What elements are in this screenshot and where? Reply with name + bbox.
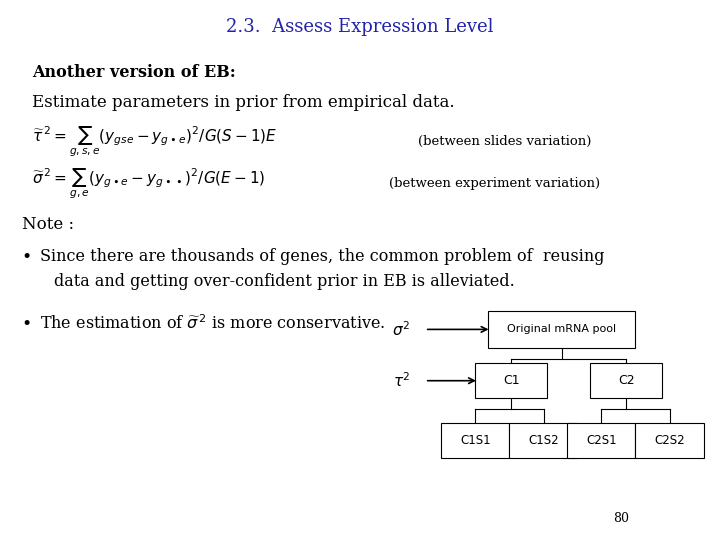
Text: $\widetilde{\sigma}^{\,2} = \sum_{g,e}(y_{g\bullet e} - y_{g\bullet\bullet})^2/G: $\widetilde{\sigma}^{\,2} = \sum_{g,e}(y… xyxy=(32,166,266,201)
Text: Another version of EB:: Another version of EB: xyxy=(32,64,236,82)
Text: •: • xyxy=(22,315,32,333)
Text: $\sigma^2$: $\sigma^2$ xyxy=(392,320,410,339)
Text: 80: 80 xyxy=(613,512,629,525)
Text: Original mRNA pool: Original mRNA pool xyxy=(507,325,616,334)
Text: Estimate parameters in prior from empirical data.: Estimate parameters in prior from empiri… xyxy=(32,94,455,111)
Text: C2S1: C2S1 xyxy=(586,434,616,447)
Text: data and getting over‐confident prior in EB is alleviated.: data and getting over‐confident prior in… xyxy=(54,273,515,291)
FancyBboxPatch shape xyxy=(510,422,577,458)
Text: Note :: Note : xyxy=(22,215,73,233)
Text: (between experiment variation): (between experiment variation) xyxy=(389,177,600,190)
Text: C1: C1 xyxy=(503,374,520,387)
Text: 2.3.  Assess Expression Level: 2.3. Assess Expression Level xyxy=(226,18,494,36)
FancyBboxPatch shape xyxy=(488,310,636,348)
Text: C1S1: C1S1 xyxy=(460,434,490,447)
Text: $\tau^2$: $\tau^2$ xyxy=(393,372,410,390)
FancyBboxPatch shape xyxy=(441,422,510,458)
Text: Since there are thousands of genes, the common problem of  reusing: Since there are thousands of genes, the … xyxy=(40,248,604,265)
FancyBboxPatch shape xyxy=(636,422,704,458)
FancyBboxPatch shape xyxy=(590,363,662,399)
Text: •: • xyxy=(22,247,32,266)
Text: C2: C2 xyxy=(618,374,635,387)
Text: $\widetilde{\tau}^{\,2} = \sum_{g,s,e}(y_{gse} - y_{g\bullet e})^2/G(S-1)E$: $\widetilde{\tau}^{\,2} = \sum_{g,s,e}(y… xyxy=(32,124,278,159)
FancyBboxPatch shape xyxy=(475,363,547,399)
Text: C1S2: C1S2 xyxy=(528,434,559,447)
Text: (between slides variation): (between slides variation) xyxy=(418,135,591,148)
FancyBboxPatch shape xyxy=(567,422,635,458)
Text: The estimation of $\widetilde{\sigma}^{\,2}$ is more conservative.: The estimation of $\widetilde{\sigma}^{\… xyxy=(40,315,385,333)
Text: C2S2: C2S2 xyxy=(654,434,685,447)
